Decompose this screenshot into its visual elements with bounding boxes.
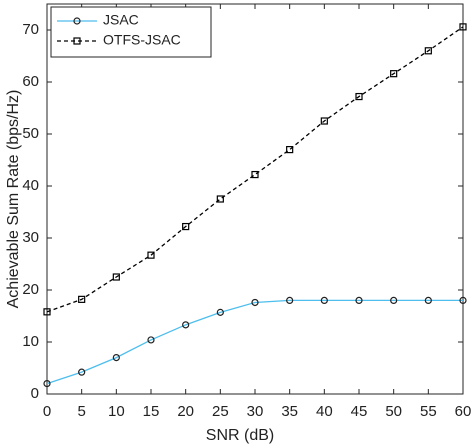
x-tick-label: 0	[43, 403, 51, 420]
marker	[43, 380, 51, 388]
y-tick-label: 70	[22, 21, 39, 38]
marker	[216, 308, 224, 316]
marker	[320, 117, 328, 125]
legend-label: OTFS-JSAC	[103, 32, 181, 48]
x-tick-label: 50	[385, 403, 402, 420]
marker	[112, 273, 120, 281]
marker	[216, 195, 224, 203]
marker	[459, 296, 467, 304]
x-axis-label: SNR (dB)	[206, 427, 274, 444]
series-line	[46, 299, 463, 385]
series-line	[46, 26, 464, 313]
marker	[73, 17, 81, 25]
legend-label: JSAC	[103, 12, 139, 28]
marker	[78, 368, 86, 376]
marker	[182, 321, 190, 329]
y-tick-label: 10	[22, 333, 39, 350]
y-tick-label: 0	[31, 385, 39, 402]
marker	[459, 23, 467, 31]
marker	[286, 296, 294, 304]
x-tick-label: 10	[108, 403, 125, 420]
marker	[320, 296, 328, 304]
x-tick-label: 25	[212, 403, 229, 420]
x-tick-label: 40	[316, 403, 333, 420]
marker	[147, 336, 155, 344]
marker	[355, 92, 363, 101]
marker	[182, 222, 190, 231]
marker	[112, 354, 120, 362]
marker	[355, 296, 363, 304]
y-tick-label: 40	[22, 177, 39, 194]
x-tick-label: 60	[455, 403, 472, 420]
marker	[251, 170, 259, 179]
x-tick-label: 20	[177, 403, 194, 420]
marker	[286, 146, 294, 154]
marker	[251, 298, 259, 307]
x-tick-label: 5	[77, 403, 85, 420]
legend-box	[50, 6, 212, 58]
y-tick-label: 20	[22, 281, 39, 298]
marker	[43, 308, 51, 316]
plot-area	[46, 3, 464, 395]
marker	[147, 251, 155, 259]
marker	[424, 47, 432, 55]
y-tick-label: 60	[22, 73, 39, 90]
y-tick-label: 30	[22, 229, 39, 246]
x-tick-label: 35	[281, 403, 298, 420]
marker	[390, 70, 398, 78]
x-tick-label: 30	[247, 403, 264, 420]
marker	[424, 296, 432, 304]
y-axis-label: Achievable Sum Rate (bps/Hz)	[5, 90, 22, 309]
marker	[78, 295, 86, 303]
x-tick-label: 55	[420, 403, 437, 420]
x-tick-label: 45	[351, 403, 368, 420]
y-tick-label: 50	[22, 125, 39, 142]
legend: JSAC OTFS-JSAC	[50, 6, 212, 58]
marker	[390, 296, 398, 304]
marker	[73, 37, 81, 45]
x-tick-label: 15	[143, 403, 160, 420]
